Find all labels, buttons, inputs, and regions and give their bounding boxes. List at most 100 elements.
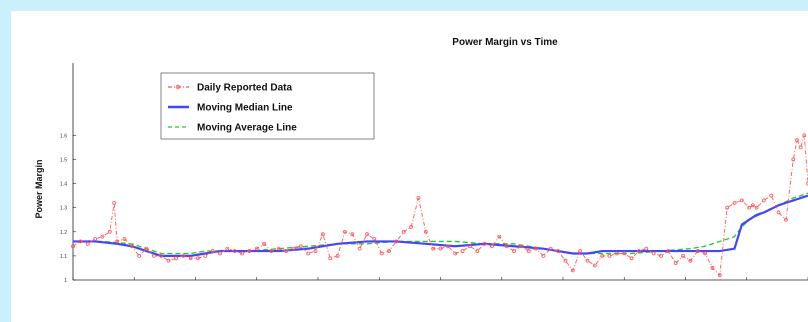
data-point (306, 251, 311, 256)
data-point (343, 229, 347, 234)
data-point (262, 241, 267, 246)
data-point (600, 253, 605, 258)
data-point (710, 266, 715, 270)
data-point (629, 256, 634, 261)
data-point (637, 249, 641, 253)
data-point (225, 246, 230, 251)
data-point (534, 246, 538, 251)
data-point (615, 251, 619, 256)
legend-box (160, 72, 375, 140)
data-point (188, 256, 193, 261)
line-chart: Power Margin vs Time Power Margin 1 1.1 1.… (34, 37, 808, 284)
data-point (482, 241, 487, 246)
data-point (504, 244, 509, 249)
data-point (519, 244, 524, 249)
data-point (703, 251, 707, 256)
data-point (196, 256, 200, 261)
data-point (754, 205, 759, 210)
data-point (151, 253, 156, 258)
chart-frame: Power Margin vs Time Power Margin 1 1.1 1.… (11, 11, 808, 322)
data-point (210, 249, 215, 253)
data-point (548, 246, 553, 251)
data-point (732, 200, 737, 205)
data-point (93, 237, 97, 241)
legend-label: Moving Average Line (197, 123, 297, 134)
data-point (798, 145, 803, 150)
y-tick-label: 1.2 (60, 230, 67, 236)
data-point (387, 249, 391, 253)
data-point (350, 232, 355, 237)
data-point (335, 253, 340, 258)
data-point (218, 251, 222, 256)
data-point (784, 217, 788, 222)
data-point (769, 193, 774, 198)
data-point (688, 258, 693, 263)
data-point (365, 232, 369, 237)
data-point (85, 241, 90, 246)
data-point (203, 253, 208, 258)
data-point (240, 251, 244, 256)
data-point (401, 229, 406, 234)
data-point (379, 251, 384, 256)
data-point (445, 244, 450, 249)
data-point (232, 249, 237, 253)
data-point (100, 234, 105, 239)
y-axis-label: Power Margin (34, 159, 44, 218)
data-point (806, 181, 808, 186)
data-point (269, 249, 274, 253)
y-tick-label: 1.6 (60, 133, 67, 139)
data-point (372, 237, 377, 241)
data-point (291, 246, 296, 251)
data-point (313, 249, 318, 253)
data-point (497, 234, 502, 239)
data-point (137, 253, 142, 258)
y-tick-label: 1.3 (60, 206, 67, 212)
data-point (416, 196, 421, 200)
data-point (107, 229, 112, 234)
data-point (78, 239, 83, 244)
data-point (578, 249, 583, 253)
data-point (791, 157, 796, 162)
data-point (320, 232, 325, 237)
legend-label: Daily Reported Data (197, 83, 292, 94)
data-point (762, 198, 766, 203)
data-point (725, 205, 730, 210)
data-point (659, 253, 663, 258)
legend-marker (175, 84, 181, 90)
data-point (438, 246, 443, 251)
data-point (644, 246, 649, 251)
chart-title: Power Margin vs Time (452, 37, 558, 48)
data-point (585, 258, 590, 263)
data-point (276, 246, 281, 251)
data-point (394, 239, 399, 244)
data-point (423, 229, 428, 234)
data-point (795, 138, 799, 143)
data-point (357, 246, 362, 251)
data-point (460, 249, 465, 253)
legend-label: Moving Median Line (197, 103, 293, 114)
data-point (166, 258, 171, 263)
data-point (563, 258, 568, 263)
data-point (475, 249, 480, 253)
data-point (541, 253, 546, 258)
data-point (651, 251, 656, 256)
y-tick-label: 1.4 (60, 182, 67, 188)
series-line-1 (73, 194, 808, 257)
data-point (490, 244, 494, 249)
data-point (181, 253, 186, 258)
data-point (144, 246, 149, 251)
y-tick-label: 1.1 (60, 254, 67, 260)
series-line-0 (72, 135, 808, 277)
data-point (717, 273, 722, 278)
data-point (739, 198, 744, 203)
y-tick-label: 1 (64, 278, 67, 284)
data-point (173, 256, 178, 261)
data-point (776, 210, 781, 215)
series-line-2 (73, 192, 808, 255)
data-point (159, 253, 164, 258)
data-point (328, 256, 333, 261)
data-point (284, 249, 289, 253)
data-point (431, 246, 436, 251)
data-point (112, 200, 117, 205)
data-point (467, 244, 472, 249)
